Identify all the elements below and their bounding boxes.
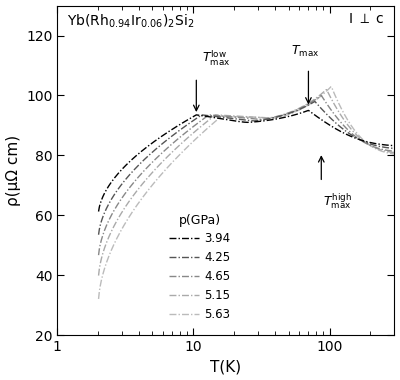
Text: Yb(Rh$_{0.94}$Ir$_{0.06}$)$_2$Si$_2$: Yb(Rh$_{0.94}$Ir$_{0.06}$)$_2$Si$_2$ [68,12,195,30]
Text: $T_{\mathrm{max}}$: $T_{\mathrm{max}}$ [291,44,319,59]
X-axis label: T(K): T(K) [210,359,242,374]
Legend: 3.94, 4.25, 4.65, 5.15, 5.63: 3.94, 4.25, 4.65, 5.15, 5.63 [164,209,235,326]
Y-axis label: ρ(μΩ cm): ρ(μΩ cm) [6,135,20,206]
Text: I $\perp$ c: I $\perp$ c [348,12,384,26]
Text: $T_{\mathrm{max}}^{\mathrm{low}}$: $T_{\mathrm{max}}^{\mathrm{low}}$ [202,49,230,68]
Text: $T_{\mathrm{max}}^{\mathrm{high}}$: $T_{\mathrm{max}}^{\mathrm{high}}$ [323,191,352,211]
